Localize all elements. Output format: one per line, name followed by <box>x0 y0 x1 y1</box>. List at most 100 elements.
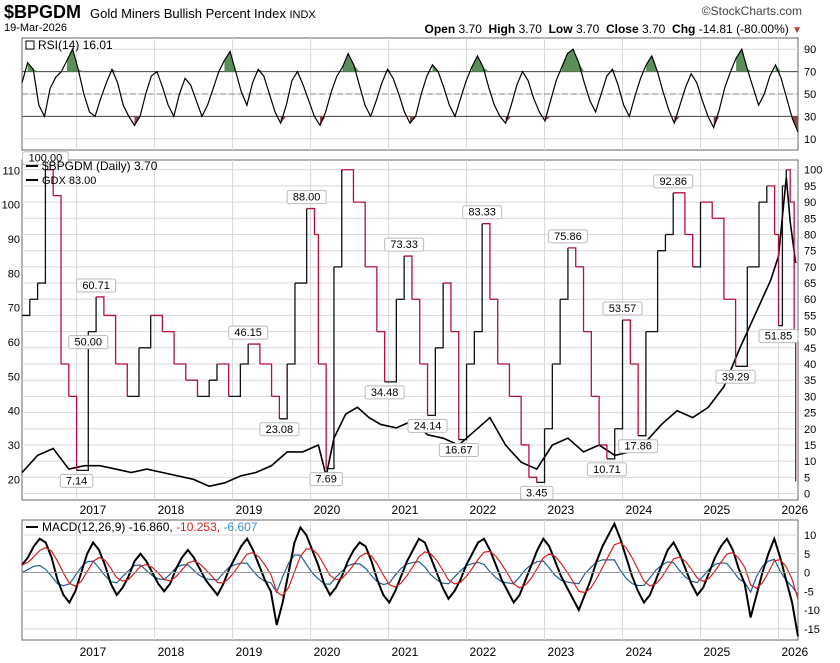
bpgdm-segment <box>326 266 335 470</box>
bpgdm-segment <box>103 314 117 364</box>
bpgdm-segment <box>259 363 273 397</box>
quote-bar: Open 3.70 High 3.70 Low 3.70 Close 3.70 … <box>425 22 803 36</box>
macd-y-tick-label: -15 <box>804 624 820 636</box>
annotation-label: 88.00 <box>293 192 321 204</box>
bpgdm-segment <box>528 476 538 483</box>
main-left-tick-label: 20 <box>8 474 20 486</box>
main-right-tick-label: 90 <box>804 197 816 209</box>
annotation-box <box>438 443 479 458</box>
bpgdm-segment <box>474 223 483 333</box>
close-label: Close <box>605 22 639 36</box>
annotation-box <box>76 278 117 293</box>
rsi-legend-swatch <box>25 40 35 50</box>
bpgdm-segment <box>575 266 585 332</box>
main-left-tick-label: 90 <box>8 234 20 246</box>
annotation-box <box>259 422 300 437</box>
annotation-label: 34.48 <box>371 387 399 399</box>
bpgdm-segment <box>778 185 784 327</box>
macd-x-tick-label: 2026 <box>782 645 809 659</box>
annotation-label: 73.33 <box>390 239 418 251</box>
rsi-y-tick-label: 30 <box>804 111 816 123</box>
annotation-box <box>407 418 448 433</box>
annotation-box <box>602 301 643 316</box>
bpgdm-segment <box>318 363 327 469</box>
bpgdm-segment <box>53 194 62 364</box>
annotation-box <box>22 151 69 166</box>
main-right-tick-label: 70 <box>804 262 816 274</box>
bpgdm-segment <box>665 192 674 236</box>
main-right-tick-label: 40 <box>804 359 816 371</box>
bpgdm-segment <box>552 299 561 365</box>
main-x-tick-label: 2026 <box>782 503 809 517</box>
main-x-tick-label: 2025 <box>704 503 731 517</box>
macd-line <box>21 521 799 637</box>
main-x-tick-label: 2019 <box>236 503 263 517</box>
bpgdm-segment <box>37 169 47 284</box>
main-right-tick-label: 80 <box>804 229 816 241</box>
bpgdm-segment <box>228 364 242 398</box>
bpgdm-segment <box>700 201 713 219</box>
main-left-tick-label: 100 <box>2 200 20 212</box>
symbol-name: Gold Miners Bullish Percent Index INDX <box>90 6 316 21</box>
annotation-label: 24.14 <box>414 420 442 432</box>
bpgdm-segment <box>306 207 316 235</box>
chg-label: Chg <box>672 22 696 36</box>
bpgdm-segment <box>606 428 616 460</box>
annotation-label: 23.08 <box>266 424 294 436</box>
bpgdm-legend-label: $BPGDM (Daily) 3.70 <box>42 159 158 173</box>
annotation-box <box>586 462 627 477</box>
bpgdm-segment <box>614 320 624 430</box>
bpgdm-segment <box>567 247 577 267</box>
annotation-box <box>520 485 554 500</box>
main-left-tick-label: 80 <box>8 268 20 280</box>
macd-x-tick-label: 2023 <box>548 645 575 659</box>
main-x-tick-label: 2020 <box>314 503 341 517</box>
main-right-tick-label: 25 <box>804 408 816 420</box>
macd-x-tick-label: 2019 <box>236 645 263 659</box>
annotation-label: 7.69 <box>315 474 336 486</box>
annotation-box <box>715 369 756 384</box>
macd-x-tick-label: 2022 <box>470 645 497 659</box>
rsi-line <box>21 47 799 133</box>
bpgdm-segment <box>353 201 366 267</box>
bpgdm-segment <box>638 331 647 437</box>
macd-signal-line <box>21 541 799 600</box>
annotation-label: 75.86 <box>554 231 582 243</box>
annotation-box <box>309 472 343 487</box>
bpgdm-segment <box>419 363 429 416</box>
macd-y-tick-label: 0 <box>804 568 810 580</box>
bpgdm-segment <box>209 364 218 381</box>
bpgdm-segment <box>138 315 152 349</box>
bpgdm-segment <box>150 314 164 332</box>
main-panel-frame <box>21 159 799 501</box>
main-left-tick-label: 60 <box>8 337 20 349</box>
annotation-box <box>618 439 659 454</box>
bpgdm-segment <box>482 223 491 300</box>
bpgdm-segment <box>591 395 600 445</box>
bpgdm-segment <box>341 169 355 203</box>
macd-legend-hist: -6.607 <box>223 520 257 534</box>
high-label: High <box>488 22 516 36</box>
macd-y-tick-label: -10 <box>804 605 820 617</box>
bpgdm-segment <box>314 233 320 364</box>
annotation-box <box>286 190 327 205</box>
main-x-tick-label: 2022 <box>470 503 497 517</box>
bpgdm-segment <box>786 169 791 203</box>
bpgdm-segment <box>68 395 78 471</box>
main-right-tick-label: 75 <box>804 246 816 258</box>
main-x-tick-label: 2023 <box>548 503 575 517</box>
main-left-tick-label: 40 <box>8 406 20 418</box>
annotation-box <box>462 205 503 220</box>
main-left-tick-label: 110 <box>2 165 20 177</box>
high-value: 3.70 <box>518 22 542 36</box>
main-right-tick-label: 15 <box>804 440 816 452</box>
bpgdm-segment <box>427 347 436 417</box>
main-left-tick-label: 30 <box>8 440 20 452</box>
bpgdm-segment <box>185 379 199 397</box>
macd-x-tick-label: 2024 <box>626 645 653 659</box>
main-left-tick-label: 50 <box>8 371 20 383</box>
annotation-label: 3.45 <box>526 487 547 499</box>
annotation-label: 53.57 <box>609 303 637 315</box>
macd-x-tick-label: 2018 <box>158 645 185 659</box>
